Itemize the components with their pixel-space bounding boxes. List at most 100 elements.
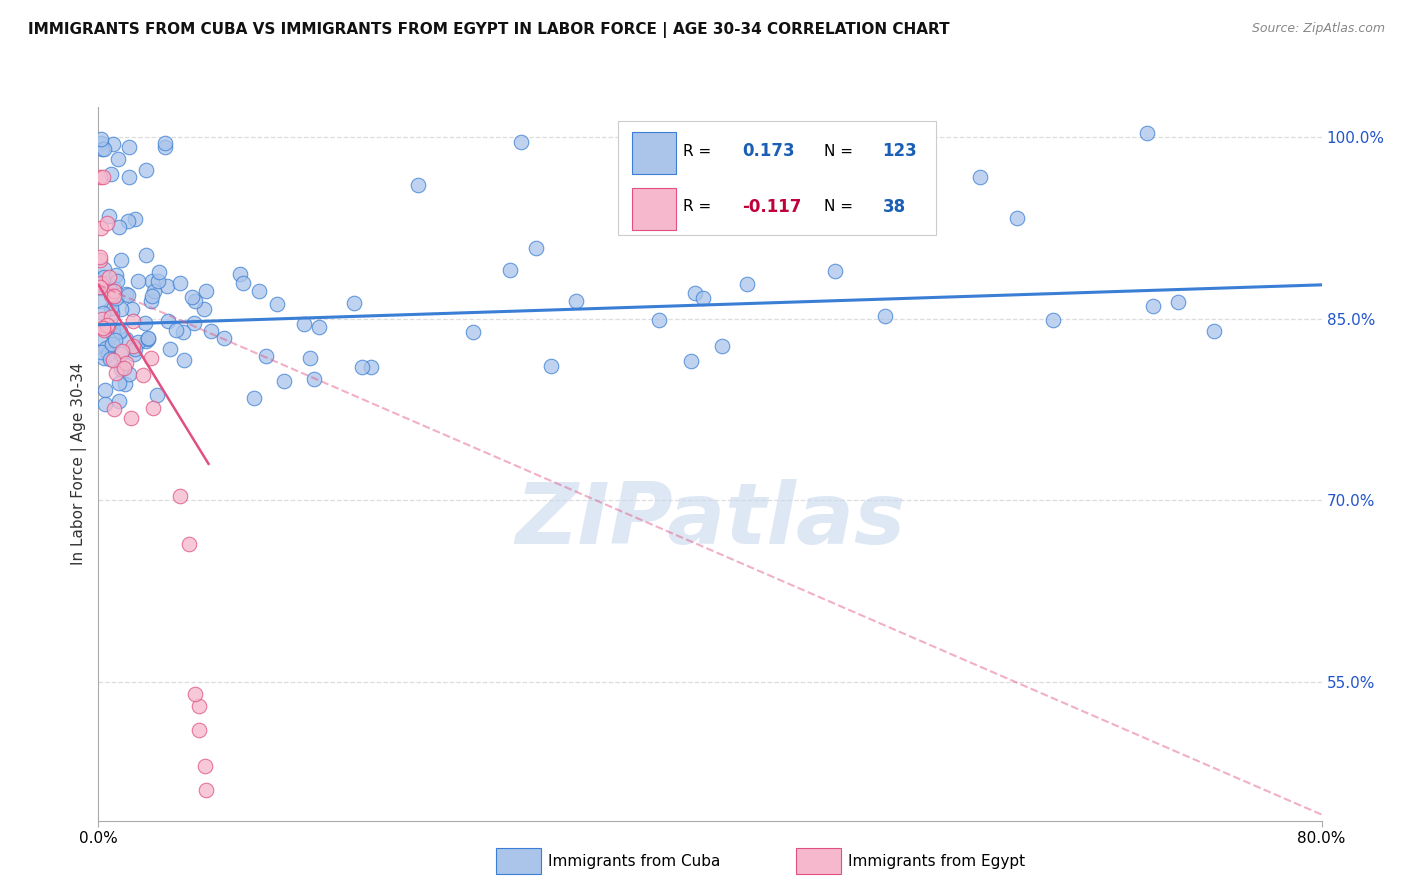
Point [90,311,112,326]
Point [94,397,117,411]
Point [142,401,165,416]
Point [195,783,218,797]
Point [273,374,295,388]
Point [93,351,115,366]
Point [1042,313,1064,327]
Point [103,402,125,417]
Point [524,240,547,254]
Point [360,360,382,375]
Point [90,294,112,309]
Text: ZIPatlas: ZIPatlas [515,479,905,563]
Point [111,344,134,359]
Point [193,301,215,316]
Point [177,537,200,551]
Point [124,342,146,356]
Point [343,295,366,310]
Point [146,274,169,288]
Point [105,366,128,380]
Point [711,339,734,353]
Point [141,288,163,302]
Point [91,315,114,329]
Point [110,347,132,361]
Point [100,306,122,320]
Point [247,284,270,298]
Point [98,210,121,224]
Point [122,313,145,327]
Point [159,342,181,356]
Point [101,353,124,368]
Point [122,338,145,352]
Point [93,306,115,320]
Point [101,337,124,351]
Point [1167,294,1189,309]
Point [104,268,127,283]
Point [90,281,112,295]
Point [148,264,170,278]
Point [89,280,111,294]
Point [105,274,128,288]
Point [89,251,111,265]
Point [232,276,254,290]
Point [292,317,315,331]
Point [93,142,115,156]
Point [104,291,127,305]
Point [184,687,207,701]
Text: Immigrants from Egypt: Immigrants from Egypt [848,855,1025,869]
Point [183,293,205,308]
Point [212,331,235,345]
Point [122,347,145,361]
Point [103,281,125,295]
Point [350,359,373,374]
Point [156,278,179,293]
Point [200,324,222,338]
Point [114,286,136,301]
Point [509,135,531,149]
Point [110,302,132,317]
Point [172,325,194,339]
Point [101,326,124,341]
Point [97,347,120,361]
Point [183,316,205,330]
Point [134,316,156,330]
Point [90,277,112,291]
Point [138,331,160,345]
Point [97,340,120,354]
Point [90,220,112,235]
Point [90,345,112,359]
Point [98,283,121,297]
Point [127,274,149,288]
Point [683,286,706,301]
Point [97,319,120,334]
Point [169,277,191,291]
Point [229,267,252,281]
Point [735,277,758,292]
Point [115,356,138,370]
Point [266,296,288,310]
Point [108,376,131,390]
Point [180,290,202,304]
Point [101,323,124,337]
Point [118,170,141,185]
Point [194,284,217,298]
Text: Immigrants from Cuba: Immigrants from Cuba [548,855,721,869]
Point [90,132,112,146]
Point [110,325,132,339]
Point [139,351,162,365]
Point [90,277,112,291]
Point [139,293,162,308]
Point [100,167,122,181]
Point [90,142,112,156]
Text: 123: 123 [883,143,917,161]
Point [135,163,157,178]
Point [104,333,127,347]
Point [93,261,115,276]
Point [100,310,122,325]
Text: Source: ZipAtlas.com: Source: ZipAtlas.com [1251,22,1385,36]
Point [96,216,118,230]
Point [117,140,139,154]
Point [91,169,114,184]
Point [89,169,111,184]
Point [135,334,157,348]
Point [540,359,562,374]
Point [499,263,522,277]
